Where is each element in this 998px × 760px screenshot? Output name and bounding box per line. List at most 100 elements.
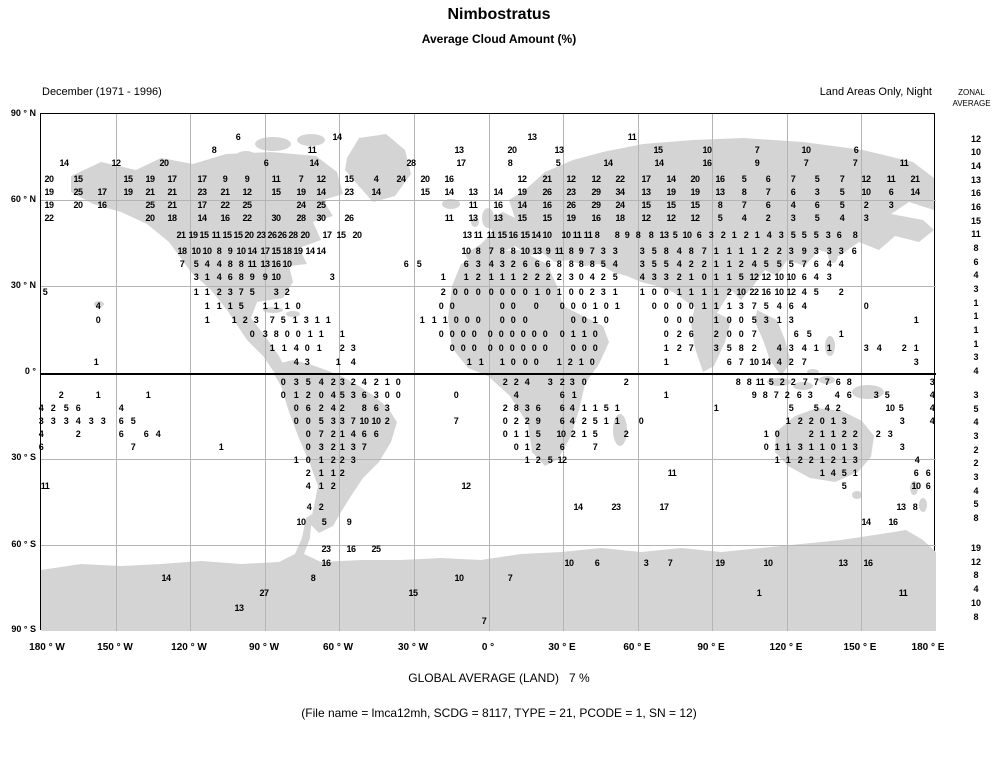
grid-value: 0 — [676, 301, 682, 311]
zonal-average-value: 5 — [973, 499, 979, 509]
grid-value: 1 — [913, 315, 919, 325]
grid-value: 2 — [830, 455, 836, 465]
grid-value: 15 — [408, 588, 418, 598]
grid-value: 7 — [773, 390, 779, 400]
grid-value: 6 — [534, 259, 540, 269]
grid-value: 7 — [738, 357, 744, 367]
grid-value: 2 — [318, 403, 324, 413]
grid-value: 14 — [517, 200, 527, 210]
zonal-average-value: 1 — [973, 339, 979, 349]
grid-value: 0 — [638, 416, 644, 426]
grid-value: 2 — [808, 455, 814, 465]
grid-value: 4 — [155, 429, 161, 439]
grid-value: 5 — [238, 301, 244, 311]
grid-value: 25 — [242, 200, 252, 210]
grid-value: 0 — [464, 315, 470, 325]
grid-value: 2 — [350, 377, 356, 387]
grid-value: 4 — [118, 403, 124, 413]
grid-value: 0 — [452, 287, 458, 297]
grid-value: 12 — [566, 174, 576, 184]
grid-value: 6 — [361, 429, 367, 439]
grid-value: 1 — [676, 287, 682, 297]
grid-value: 12 — [557, 455, 567, 465]
grid-value: 13 — [554, 145, 564, 155]
grid-value: 5 — [600, 259, 606, 269]
grid-value: 0 — [545, 287, 551, 297]
grid-value: 20 — [507, 145, 517, 155]
grid-value: 4 — [801, 343, 807, 353]
grid-value: 6 — [522, 259, 528, 269]
grid-value: 0 — [305, 442, 311, 452]
grid-value: 8 — [578, 259, 584, 269]
grid-value: 6 — [765, 200, 771, 210]
grid-value: 0 — [533, 301, 539, 311]
land-south-america — [274, 360, 397, 533]
grid-value: 4 — [824, 403, 830, 413]
grid-value: 16 — [542, 200, 552, 210]
grid-value: 3 — [788, 315, 794, 325]
grid-value: 22 — [615, 174, 625, 184]
grid-value: 2 — [841, 429, 847, 439]
grid-value: 1 — [218, 442, 224, 452]
grid-value: 16 — [888, 517, 898, 527]
grid-value: 1 — [713, 403, 719, 413]
grid-value: 0 — [531, 343, 537, 353]
grid-value: 8 — [738, 343, 744, 353]
grid-value: 4 — [876, 343, 882, 353]
grid-value: 23 — [197, 187, 207, 197]
grid-value: 1 — [571, 390, 577, 400]
grid-value: 1 — [318, 481, 324, 491]
grid-value: 1 — [592, 315, 598, 325]
grid-value: 1 — [262, 301, 268, 311]
grid-value: 0 — [453, 315, 459, 325]
grid-value: 5 — [751, 315, 757, 325]
grid-value: 4 — [293, 357, 299, 367]
grid-value: 14 — [309, 158, 319, 168]
grid-value: 7 — [488, 246, 494, 256]
grid-value: 12 — [861, 174, 871, 184]
grid-value: 1 — [478, 357, 484, 367]
grid-value: 0 — [280, 377, 286, 387]
grid-value: 1 — [726, 272, 732, 282]
grid-value: 8 — [510, 246, 516, 256]
grid-value: 1 — [204, 287, 210, 297]
grid-value: 10 — [271, 272, 281, 282]
grid-value: 0 — [438, 301, 444, 311]
grid-value: 1 — [841, 455, 847, 465]
grid-value: 3 — [797, 442, 803, 452]
grid-value: 9 — [249, 272, 255, 282]
grid-value: 1 — [592, 403, 598, 413]
grid-value: 3 — [569, 377, 575, 387]
grid-value: 5 — [672, 230, 678, 240]
grid-value: 0 — [384, 390, 390, 400]
grid-value: 1 — [751, 246, 757, 256]
grid-value: 2 — [797, 416, 803, 426]
grid-value: 1 — [819, 429, 825, 439]
grid-value: 1 — [663, 357, 669, 367]
grid-value: 3 — [600, 246, 606, 256]
grid-value: 10 — [801, 145, 811, 155]
grid-value: 4 — [589, 272, 595, 282]
grid-value: 1 — [325, 315, 331, 325]
grid-value: 0 — [499, 315, 505, 325]
grid-value: 19 — [123, 187, 133, 197]
grid-value: 13 — [659, 230, 669, 240]
grid-value: 5 — [813, 403, 819, 413]
grid-value: 15 — [222, 230, 232, 240]
grid-value: 14 — [161, 573, 171, 583]
grid-value: 14 — [305, 246, 315, 256]
grid-value: 8 — [635, 230, 641, 240]
grid-value: 4 — [914, 455, 920, 465]
grid-value: 4 — [569, 416, 575, 426]
grid-value: 13 — [234, 603, 244, 613]
grid-value: 0 — [559, 301, 565, 311]
grid-value: 3 — [303, 315, 309, 325]
grid-value: 10 — [702, 145, 712, 155]
grid-value: 0 — [509, 329, 515, 339]
grid-value: 2 — [788, 357, 794, 367]
grid-value: 10 — [736, 287, 746, 297]
grid-value: 5 — [339, 390, 345, 400]
grid-value: 3 — [863, 213, 869, 223]
grid-value: 2 — [738, 259, 744, 269]
